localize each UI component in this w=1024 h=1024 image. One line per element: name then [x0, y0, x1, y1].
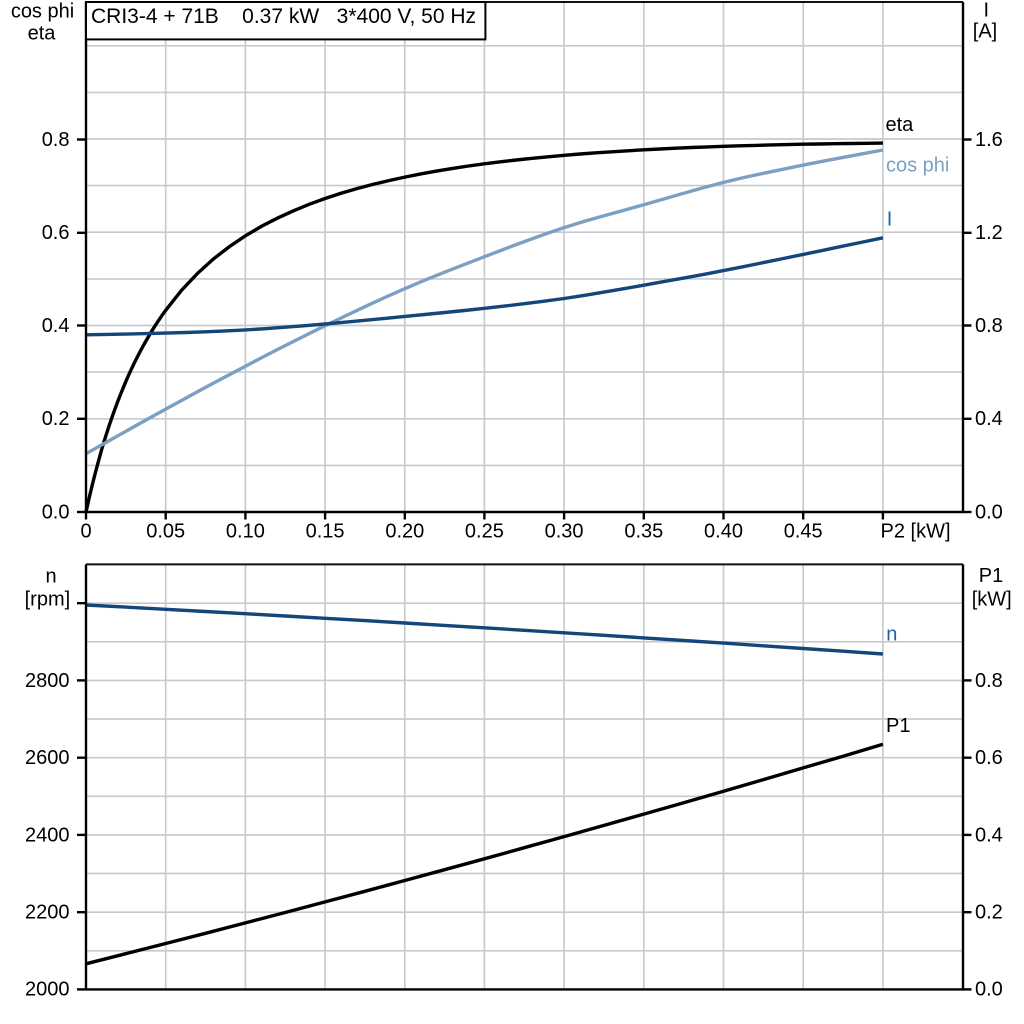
svg-text:0.0: 0.0: [975, 501, 1003, 523]
svg-text:P2 [kW]: P2 [kW]: [881, 520, 951, 542]
svg-text:I: I: [887, 209, 893, 231]
svg-text:0.10: 0.10: [226, 520, 265, 542]
svg-text:0.45: 0.45: [784, 520, 823, 542]
svg-text:0.30: 0.30: [545, 520, 584, 542]
svg-text:[A]: [A]: [973, 21, 997, 43]
svg-text:0.0: 0.0: [42, 501, 70, 523]
svg-text:0.0: 0.0: [975, 979, 1003, 1001]
svg-text:[kW]: [kW]: [972, 589, 1012, 611]
svg-text:1.2: 1.2: [975, 222, 1003, 244]
svg-text:I: I: [984, 0, 990, 22]
svg-text:P1: P1: [979, 565, 1003, 587]
svg-text:0.4: 0.4: [42, 315, 70, 337]
svg-text:2400: 2400: [25, 824, 70, 846]
svg-text:2000: 2000: [25, 979, 70, 1001]
svg-text:n: n: [45, 565, 56, 587]
svg-text:0: 0: [80, 520, 91, 542]
svg-text:0.2: 0.2: [975, 902, 1003, 924]
svg-text:0.35: 0.35: [624, 520, 663, 542]
svg-text:0.8: 0.8: [975, 315, 1003, 337]
svg-text:1.6: 1.6: [975, 129, 1003, 151]
svg-text:2800: 2800: [25, 670, 70, 692]
svg-text:0.8: 0.8: [42, 129, 70, 151]
svg-text:0.6: 0.6: [42, 222, 70, 244]
svg-text:eta: eta: [886, 114, 915, 136]
svg-text:eta: eta: [28, 23, 57, 45]
svg-text:0.4: 0.4: [975, 824, 1003, 846]
svg-text:2600: 2600: [25, 747, 70, 769]
svg-text:0.15: 0.15: [306, 520, 345, 542]
svg-text:0.25: 0.25: [465, 520, 504, 542]
svg-text:2200: 2200: [25, 902, 70, 924]
svg-text:0.20: 0.20: [385, 520, 424, 542]
svg-text:cos phi: cos phi: [11, 1, 74, 23]
svg-text:CRI3-4 + 71B 0.37 kW 3*40: CRI3-4 + 71B 0.37 kW 3*400 V, 50 Hz: [91, 5, 476, 28]
svg-text:0.4: 0.4: [975, 408, 1003, 430]
svg-text:P1: P1: [886, 715, 910, 737]
svg-text:0.40: 0.40: [704, 520, 743, 542]
svg-text:cos phi: cos phi: [886, 155, 949, 177]
svg-text:n: n: [886, 624, 897, 646]
svg-text:0.8: 0.8: [975, 670, 1003, 692]
svg-text:0.6: 0.6: [975, 747, 1003, 769]
svg-text:0.05: 0.05: [146, 520, 185, 542]
svg-text:0.2: 0.2: [42, 408, 70, 430]
svg-text:[rpm]: [rpm]: [25, 589, 71, 611]
